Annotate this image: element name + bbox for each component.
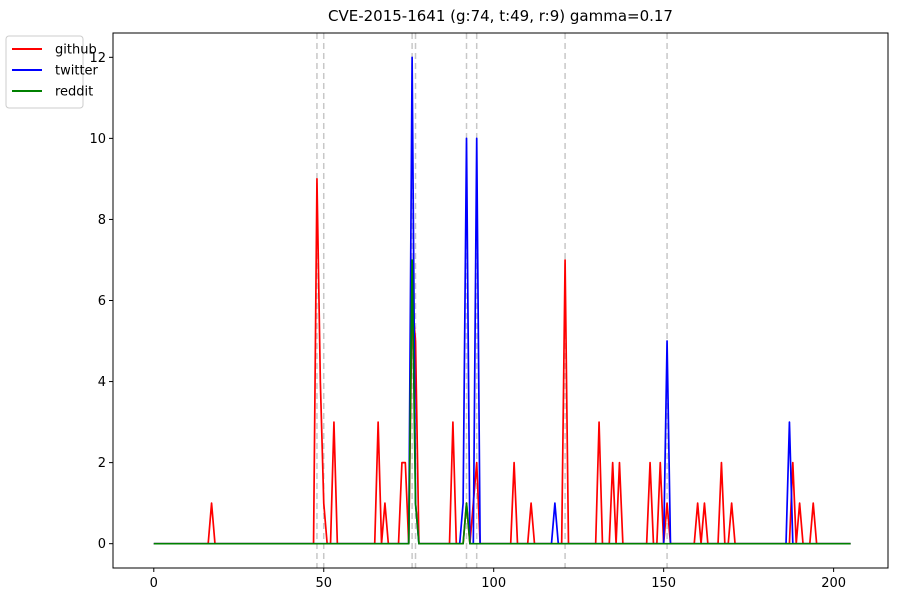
- y-tick-label: 0: [98, 537, 106, 552]
- legend: github twitter reddit: [5, 35, 99, 109]
- x-tick-label: 100: [481, 576, 506, 591]
- x-axis-ticks: 0 50 100 150 200: [150, 568, 846, 591]
- series-line-twitter: [153, 56, 851, 545]
- series-line-github: [153, 178, 851, 545]
- legend-label-twitter: twitter: [55, 64, 99, 79]
- x-tick-label: 0: [150, 576, 158, 591]
- y-tick-label: 10: [89, 132, 106, 147]
- y-tick-label: 2: [98, 456, 106, 471]
- y-tick-label: 6: [98, 294, 106, 309]
- y-tick-label: 12: [89, 51, 106, 66]
- series-lines: [153, 56, 851, 545]
- legend-label-reddit: reddit: [55, 85, 93, 100]
- chart-title: CVE-2015-1641 (g:74, t:49, r:9) gamma=0.…: [328, 7, 673, 25]
- plot-frame: [112, 32, 889, 569]
- legend-label-github: github: [55, 43, 97, 58]
- x-tick-label: 150: [651, 576, 676, 591]
- x-tick-label: 50: [315, 576, 332, 591]
- series-line-reddit: [153, 259, 851, 545]
- y-tick-label: 4: [98, 375, 106, 390]
- y-tick-label: 8: [98, 213, 106, 228]
- x-tick-label: 200: [821, 576, 846, 591]
- y-axis-ticks: 0 2 4 6 8 10 12: [89, 51, 113, 552]
